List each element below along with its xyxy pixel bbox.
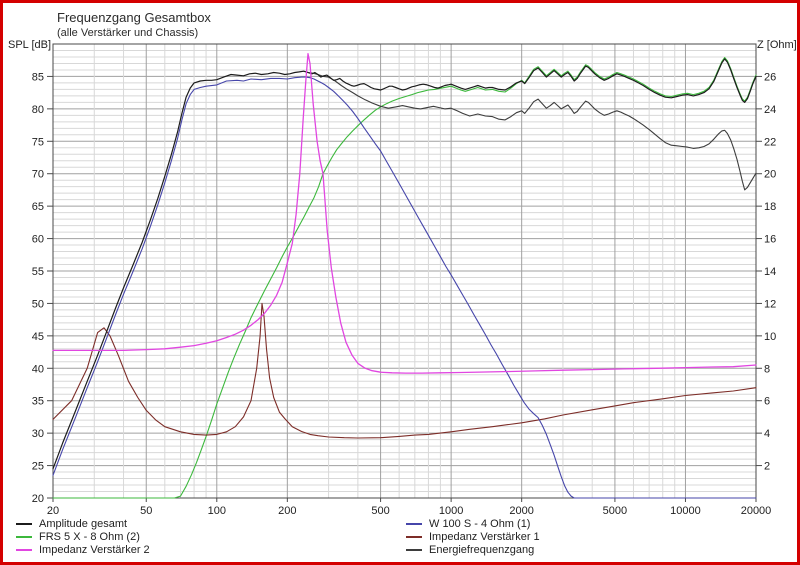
z-tick-label: 24	[764, 104, 776, 116]
legend-item-impedanz_v2: Impedanz Verstärker 2	[16, 543, 150, 556]
z-tick-label: 6	[764, 396, 770, 408]
spl-tick-label: 20	[32, 493, 44, 505]
legend-swatch-frs5x	[16, 535, 32, 538]
legend-item-impedanz_v1: Impedanz Verstärker 1	[406, 530, 540, 543]
legend-swatch-energie	[406, 548, 422, 551]
curve-frs5x	[52, 57, 757, 499]
spl-tick-label: 60	[32, 234, 44, 246]
legend-label-frs5x: FRS 5 X - 8 Ohm (2)	[39, 530, 140, 543]
legend-item-frs5x: FRS 5 X - 8 Ohm (2)	[16, 530, 150, 543]
legend-label-impedanz_v1: Impedanz Verstärker 1	[429, 530, 540, 543]
curve-energie	[309, 71, 757, 191]
legend-label-amplitude: Amplitude gesamt	[39, 517, 128, 530]
curve-w100s	[52, 76, 757, 499]
freq-tick-label: 1000	[439, 505, 463, 517]
freq-tick-label: 20	[47, 505, 59, 517]
z-tick-label: 22	[764, 136, 776, 148]
plot-area: 8580757065605550454035302520262422201816…	[32, 43, 776, 517]
freq-tick-label: 2000	[509, 505, 533, 517]
curve-amplitude	[52, 58, 757, 470]
legend-swatch-w100s	[406, 522, 422, 525]
freq-tick-label: 500	[371, 505, 389, 517]
spl-tick-label: 75	[32, 136, 44, 148]
z-tick-label: 4	[764, 428, 770, 440]
z-tick-label: 2	[764, 461, 770, 473]
freq-tick-label: 200	[278, 505, 296, 517]
spl-tick-label: 55	[32, 266, 44, 278]
legend-column-right: W 100 S - 4 Ohm (1) Impedanz Verstärker 1…	[406, 517, 540, 556]
page-subtitle: (alle Verstärker und Chassis)	[57, 27, 199, 39]
z-tick-label: 10	[764, 331, 776, 343]
freq-tick-label: 100	[208, 505, 226, 517]
z-tick-label: 14	[764, 266, 776, 278]
legend-label-energie: Energiefrequenzgang	[429, 543, 535, 556]
z-tick-label: 18	[764, 201, 776, 213]
z-tick-label: 20	[764, 169, 776, 181]
z-tick-label: 16	[764, 234, 776, 246]
right-axis-label: Z [Ohm]	[757, 39, 797, 51]
z-tick-label: 8	[764, 363, 770, 375]
spl-tick-label: 40	[32, 363, 44, 375]
legend-item-amplitude: Amplitude gesamt	[16, 517, 150, 530]
spl-tick-label: 80	[32, 104, 44, 116]
spl-tick-label: 45	[32, 331, 44, 343]
freq-tick-label: 10000	[670, 505, 701, 517]
freq-tick-label: 50	[140, 505, 152, 517]
legend-item-w100s: W 100 S - 4 Ohm (1)	[406, 517, 540, 530]
legend-swatch-impedanz_v1	[406, 535, 422, 538]
spl-tick-label: 85	[32, 71, 44, 83]
spl-tick-label: 70	[32, 169, 44, 181]
z-tick-label: 26	[764, 71, 776, 83]
spl-tick-label: 65	[32, 201, 44, 213]
legend-swatch-amplitude	[16, 522, 32, 525]
freq-tick-label: 5000	[603, 505, 627, 517]
legend-column-left: Amplitude gesamt FRS 5 X - 8 Ohm (2) Imped…	[16, 517, 150, 556]
spl-tick-label: 35	[32, 396, 44, 408]
page-title: Frequenzgang Gesamtbox	[57, 10, 211, 25]
legend-item-energie: Energiefrequenzgang	[406, 543, 540, 556]
z-tick-label: 12	[764, 298, 776, 310]
curve-impedanz_v1	[52, 302, 757, 439]
freq-tick-label: 20000	[741, 505, 772, 517]
spl-tick-label: 25	[32, 461, 44, 473]
left-axis-label: SPL [dB]	[8, 39, 52, 51]
legend-label-impedanz_v2: Impedanz Verstärker 2	[39, 543, 150, 556]
legend-label-w100s: W 100 S - 4 Ohm (1)	[429, 517, 531, 530]
spl-tick-label: 30	[32, 428, 44, 440]
legend-swatch-impedanz_v2	[16, 548, 32, 551]
curve-impedanz_v2	[52, 53, 757, 374]
spl-tick-label: 50	[32, 298, 44, 310]
